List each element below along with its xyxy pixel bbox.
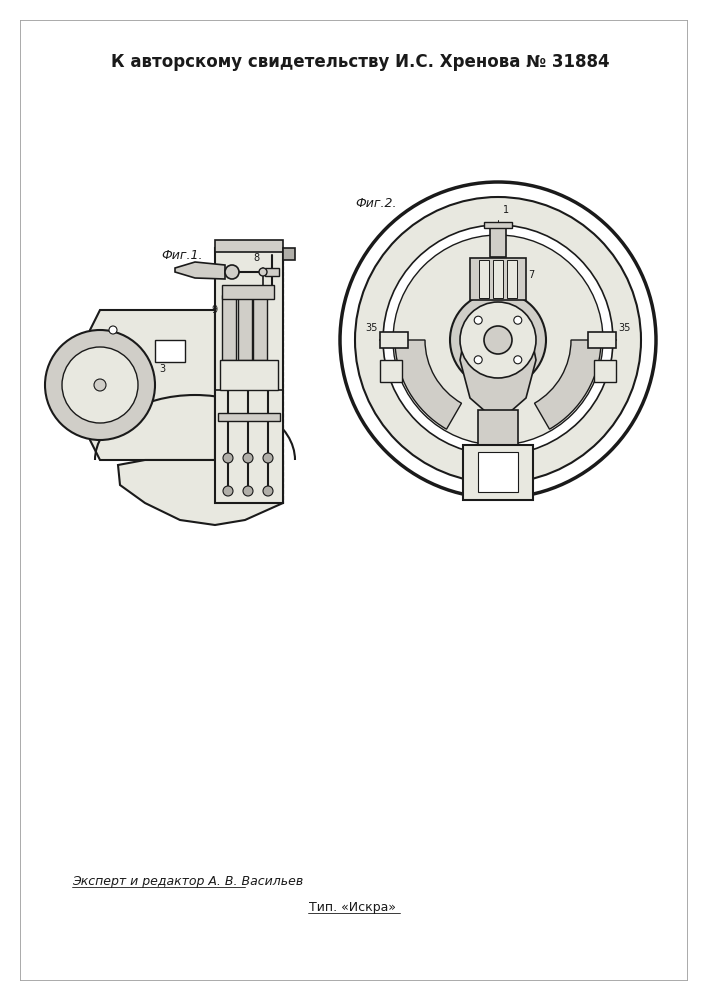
Circle shape (109, 326, 117, 334)
Circle shape (514, 356, 522, 364)
Bar (220, 360, 278, 390)
Text: Тип. «Искра»: Тип. «Искра» (310, 902, 397, 914)
Bar (215, 248, 283, 503)
Bar (265, 268, 279, 276)
Bar (218, 413, 280, 421)
Polygon shape (118, 460, 283, 525)
Text: 35: 35 (618, 323, 631, 333)
Circle shape (355, 197, 641, 483)
Bar (253, 295, 267, 360)
Polygon shape (175, 262, 225, 279)
Circle shape (243, 486, 253, 496)
Bar (463, 445, 533, 500)
Bar (484, 222, 512, 228)
Circle shape (62, 347, 138, 423)
Bar (222, 285, 274, 299)
Bar (215, 240, 283, 252)
Text: К авторскому свидетельству И.С. Хренова № 31884: К авторскому свидетельству И.С. Хренова … (111, 53, 609, 71)
Bar (222, 295, 236, 360)
Circle shape (263, 453, 273, 463)
Text: 8: 8 (253, 253, 259, 263)
Bar (594, 360, 616, 382)
Bar (470, 258, 526, 300)
Circle shape (514, 316, 522, 324)
Bar (478, 452, 518, 492)
Text: 9: 9 (212, 305, 218, 315)
Bar (478, 410, 518, 445)
Circle shape (223, 486, 233, 496)
Circle shape (474, 316, 482, 324)
Circle shape (450, 292, 546, 388)
Text: 7: 7 (528, 270, 534, 280)
Bar (238, 295, 252, 360)
Bar (155, 340, 185, 362)
Text: Эксперт и редактор А. В. Васильев: Эксперт и редактор А. В. Васильев (72, 876, 303, 888)
Circle shape (45, 330, 155, 440)
Bar (493, 260, 503, 298)
Text: Фиг.1.: Фиг.1. (161, 249, 203, 262)
Text: Фиг.2.: Фиг.2. (355, 197, 397, 210)
Polygon shape (90, 310, 215, 460)
Circle shape (225, 265, 239, 279)
Wedge shape (534, 340, 601, 429)
Circle shape (393, 235, 603, 445)
Bar (380, 332, 408, 348)
Circle shape (94, 379, 106, 391)
Bar (507, 260, 517, 298)
Polygon shape (460, 330, 536, 412)
Bar (479, 260, 489, 298)
Circle shape (383, 225, 613, 455)
Polygon shape (283, 248, 295, 260)
Circle shape (223, 453, 233, 463)
Circle shape (243, 453, 253, 463)
Circle shape (263, 486, 273, 496)
Bar (380, 360, 402, 382)
Circle shape (484, 326, 512, 354)
Circle shape (259, 268, 267, 276)
Wedge shape (395, 340, 462, 429)
Text: 3: 3 (159, 364, 165, 374)
Bar (490, 225, 506, 257)
Circle shape (474, 356, 482, 364)
Text: 35: 35 (366, 323, 378, 333)
Circle shape (460, 302, 536, 378)
Circle shape (340, 182, 656, 498)
Text: 1: 1 (503, 205, 509, 215)
Bar (588, 332, 616, 348)
